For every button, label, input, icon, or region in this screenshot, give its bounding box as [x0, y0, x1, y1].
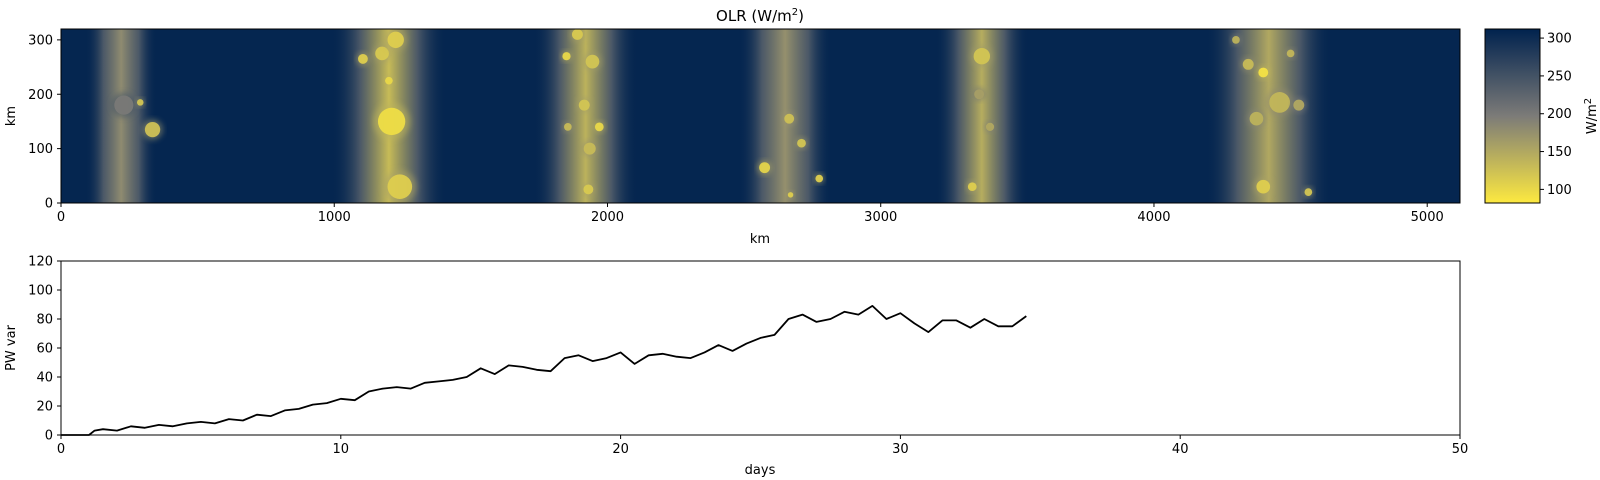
- line-y-tick-label: 0: [45, 429, 53, 444]
- convective-cell: [967, 182, 977, 192]
- line-y-tick-label: 80: [36, 313, 53, 328]
- convective-band: [533, 29, 638, 203]
- convective-cell: [1242, 58, 1254, 70]
- colorbar-tick-label: 250: [1547, 69, 1572, 84]
- convective-band: [1205, 29, 1332, 203]
- convective-cell: [974, 89, 985, 100]
- line-y-tick-label: 40: [36, 371, 53, 386]
- heatmap-y-tick-label: 200: [28, 88, 53, 103]
- colorbar-ticks: 100 150 200 250 300: [1540, 32, 1572, 198]
- heatmap-x-ticks: 0 1000 2000 3000 4000 5000: [57, 203, 1444, 225]
- line-x-label: days: [745, 463, 776, 478]
- convective-cell: [144, 121, 161, 138]
- convective-cell: [385, 76, 393, 85]
- convective-cell: [571, 29, 583, 40]
- heatmap-plot: [61, 29, 1460, 203]
- convective-cell: [759, 162, 771, 174]
- convective-cell: [797, 138, 806, 148]
- convective-cell: [1286, 49, 1295, 58]
- convective-cell: [358, 53, 368, 64]
- convective-cell: [114, 95, 134, 115]
- heatmap-x-tick-label: 4000: [1137, 210, 1170, 225]
- convective-cell: [973, 47, 991, 65]
- convective-cell: [583, 142, 596, 155]
- convective-cell: [594, 122, 604, 132]
- convective-cell: [1256, 179, 1271, 194]
- heatmap-frame: [60, 28, 1461, 204]
- convective-cell: [564, 123, 572, 131]
- convective-cell: [562, 52, 571, 61]
- convective-cell: [1232, 36, 1240, 44]
- heatmap-x-tick-label: 5000: [1411, 210, 1444, 225]
- convective-cell: [377, 107, 406, 136]
- heatmap-title: OLR (W/m2): [716, 7, 804, 25]
- convective-cell: [387, 174, 413, 199]
- line-x-tick-label: 10: [333, 442, 350, 457]
- line-y-tick-label: 120: [28, 255, 53, 270]
- line-x-tick-label: 0: [57, 442, 65, 457]
- colorbar-tick-label: 300: [1547, 32, 1572, 47]
- convective-cell: [815, 174, 824, 183]
- convective-cell: [1304, 188, 1313, 196]
- convective-cell: [578, 99, 590, 111]
- heatmap-y-tick-label: 0: [45, 197, 53, 212]
- convective-cell: [787, 192, 794, 198]
- line-y-tick-label: 60: [36, 342, 53, 357]
- colorbar-label: W/m2: [1583, 98, 1600, 134]
- heatmap-y-tick-label: 300: [28, 33, 53, 48]
- line-y-ticks: 0 20 40 60 80 100 120: [28, 255, 61, 444]
- convective-cell: [1258, 67, 1269, 78]
- heatmap-y-label: km: [4, 106, 19, 126]
- heatmap-y-ticks: 0 100 200 300: [28, 33, 61, 212]
- heatmap-x-tick-label: 2000: [591, 210, 624, 225]
- line-plot-frame: [60, 260, 1461, 436]
- convective-cell: [136, 99, 144, 106]
- convective-cell: [1269, 92, 1291, 113]
- colorbar: [1484, 28, 1541, 204]
- convective-cell: [1249, 111, 1264, 126]
- heatmap-convective-cells: [110, 29, 1314, 203]
- line-y-label: PW var: [4, 324, 19, 370]
- pw-var-line: [61, 305, 1027, 436]
- heatmap-x-label: km: [750, 232, 770, 247]
- line-x-tick-label: 20: [612, 442, 629, 457]
- colorbar-tick-label: 200: [1547, 107, 1572, 122]
- heatmap-x-tick-label: 1000: [318, 210, 351, 225]
- convective-cell: [1293, 99, 1305, 111]
- convective-cell: [387, 31, 404, 49]
- line-x-ticks: 0 10 20 30 40 50: [57, 435, 1468, 457]
- line-x-tick-label: 40: [1172, 442, 1189, 457]
- convective-cell: [585, 54, 600, 69]
- colorbar-tick-label: 150: [1547, 145, 1572, 160]
- heatmap-x-tick-label: 0: [57, 210, 65, 225]
- line-x-tick-label: 50: [1452, 442, 1469, 457]
- line-y-tick-label: 20: [36, 400, 53, 415]
- convective-cell: [583, 184, 594, 195]
- convective-cell: [784, 113, 795, 124]
- convective-cell: [985, 122, 995, 131]
- heatmap-y-tick-label: 100: [28, 142, 53, 157]
- convective-cell: [375, 46, 389, 61]
- line-x-tick-label: 30: [892, 442, 909, 457]
- colorbar-tick-label: 100: [1547, 183, 1572, 198]
- line-y-tick-label: 100: [28, 284, 53, 299]
- heatmap-x-tick-label: 3000: [864, 210, 897, 225]
